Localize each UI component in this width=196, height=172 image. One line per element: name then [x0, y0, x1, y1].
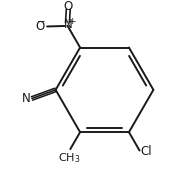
Text: −: −: [36, 17, 45, 27]
Text: +: +: [68, 17, 76, 26]
Text: N: N: [22, 92, 31, 105]
Text: O: O: [64, 0, 73, 13]
Text: O: O: [35, 20, 45, 33]
Text: N: N: [64, 18, 73, 31]
Text: CH$_3$: CH$_3$: [58, 151, 81, 165]
Text: Cl: Cl: [140, 145, 152, 158]
